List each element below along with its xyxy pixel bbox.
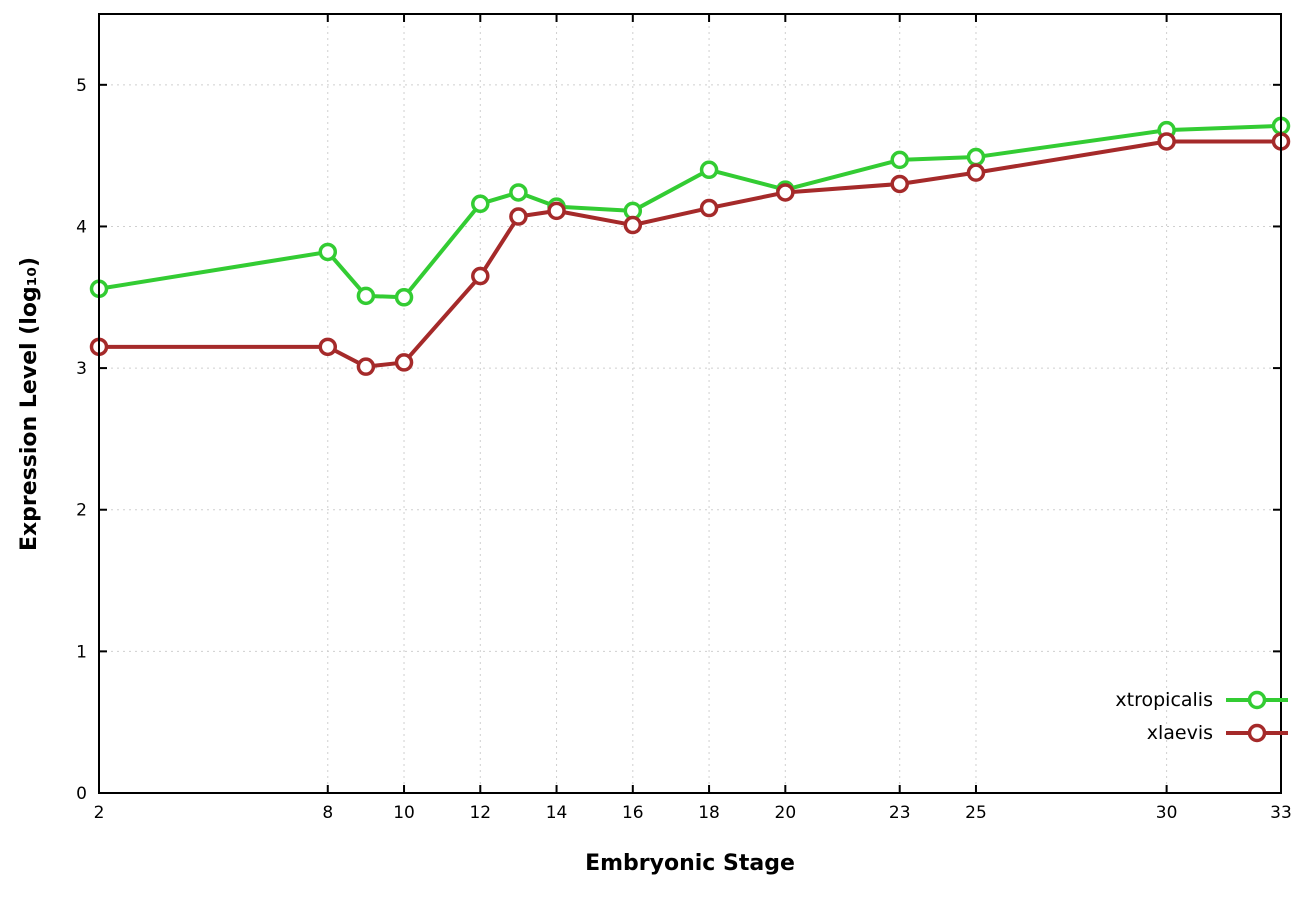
marker-xlaevis (699, 198, 719, 218)
y-tick-label: 3 (76, 359, 87, 379)
x-axis-label: Embryonic Stage (585, 851, 795, 876)
x-tick-label: 12 (469, 803, 491, 823)
marker-xtropicalis (318, 242, 338, 262)
y-tick-label: 0 (76, 784, 87, 804)
marker-xtropicalis (890, 150, 909, 170)
marker-xlaevis (776, 183, 795, 202)
x-tick-label: 16 (622, 803, 644, 823)
grid-layer (98, 14, 1282, 794)
x-tick-label: 8 (322, 803, 333, 823)
x-tick-label: 23 (889, 803, 911, 823)
marker-xtropicalis (471, 194, 490, 214)
y-tick-label: 2 (76, 501, 87, 521)
marker-xlaevis (966, 163, 986, 182)
marker-xlaevis (1157, 132, 1176, 151)
marker-xlaevis (394, 353, 414, 372)
x-tick-label: 10 (393, 803, 415, 823)
legend-label-xlaevis: xlaevis (1147, 722, 1213, 744)
series-layer (89, 116, 1291, 376)
plot-border (98, 13, 1282, 794)
marker-xlaevis (623, 215, 643, 235)
x-tick-label: 14 (546, 803, 568, 823)
marker-xlaevis (890, 174, 909, 194)
marker-xlaevis (471, 266, 490, 286)
legend-label-xtropicalis: xtropicalis (1115, 689, 1213, 711)
marker-xlaevis (547, 201, 566, 221)
y-tick-label: 4 (76, 217, 87, 237)
x-tick-label: 20 (775, 803, 797, 823)
x-tick-label: 2 (94, 803, 105, 823)
series-line-xlaevis (97, 139, 1283, 369)
x-tick-label: 18 (698, 803, 720, 823)
marker-xlaevis (356, 357, 376, 376)
legend-marker-xtropicalis (1247, 690, 1267, 710)
frame-layer (98, 13, 1282, 794)
marker-xtropicalis (356, 286, 376, 306)
marker-xtropicalis (966, 147, 986, 167)
marker-xtropicalis (509, 183, 528, 202)
y-tick-label: 5 (76, 76, 87, 96)
x-tick-label: 25 (965, 803, 987, 823)
marker-xtropicalis (394, 288, 414, 307)
y-axis-label: Expression Level (log₁₀) (17, 257, 42, 551)
marker-xlaevis (318, 337, 338, 357)
y-tick-label: 1 (76, 642, 87, 662)
marker-xtropicalis (699, 160, 719, 180)
legend-layer: xtropicalis xlaevis (1115, 689, 1288, 744)
x-tick-label: 30 (1156, 803, 1178, 823)
marker-xlaevis (509, 207, 528, 226)
legend-marker-xlaevis (1247, 723, 1267, 743)
x-tick-label: 33 (1270, 803, 1292, 823)
